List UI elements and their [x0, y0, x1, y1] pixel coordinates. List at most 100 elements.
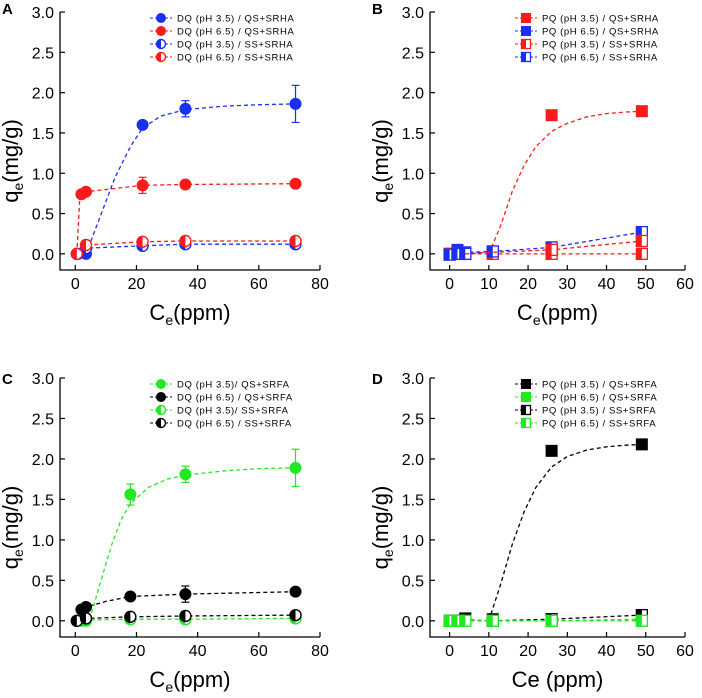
x-tick-label-b: 30 — [558, 276, 576, 293]
plot-area-a — [70, 84, 302, 261]
legend-a: DQ (pH 3.5) / QS+SRHA DQ (pH 6.5) / QS+SR… — [150, 13, 294, 64]
y-axis-title-unit-d: (mg/g) — [368, 486, 393, 550]
panel-a: A 0.00.51.01.52.02.53.00 20 40 60 80qe(mg/g)… — [0, 1, 329, 328]
data-point-d-3-1-half — [451, 615, 458, 627]
y-tick-label-a: 1.5 — [32, 126, 54, 143]
legend-marker-d-1 — [521, 392, 531, 402]
legend-marker-a-0 — [156, 13, 166, 23]
legend-marker-c-2-half — [156, 405, 161, 415]
y-tick-label-c: 3.0 — [32, 371, 54, 388]
data-point-d-0-2 — [545, 444, 558, 457]
plot-area-b — [443, 105, 648, 261]
y-axis-title-unit-c: (mg/g) — [0, 486, 23, 550]
x-tick-label-d: 30 — [558, 643, 576, 660]
y-tick-label-b: 3.0 — [402, 5, 424, 22]
legend-marker-c-0 — [156, 379, 166, 389]
y-axis-title-sub-c: e — [10, 549, 26, 557]
y-tick-label-d: 1.5 — [402, 492, 424, 509]
data-point-c-1-4 — [179, 588, 192, 601]
axes-b — [429, 12, 685, 271]
x-axis-title-main-a: C — [149, 300, 165, 325]
data-point-c-1-3 — [124, 590, 137, 603]
y-axis-title-b: qe(mg/g) — [368, 119, 396, 203]
fit-curve-b-0 — [488, 110, 642, 255]
y-tick-label-b: 2.5 — [402, 45, 424, 62]
legend-label-b-3: PQ (pH 6.5) / SS+SRHA — [542, 53, 658, 64]
legend-label-a-1: DQ (pH 6.5) / QS+SRHA — [177, 27, 294, 38]
data-point-d-3-0-half — [444, 615, 450, 627]
legend-marker-a-2-half — [156, 39, 161, 49]
legend-label-b-0: PQ (pH 3.5) / QS+SRHA — [542, 14, 659, 25]
x-tick-label-b: 50 — [637, 276, 655, 293]
panel-d: D 0.0 0.5 1.0 1.5 2.0 2.5 3.0 0 10 20 30 40 50 60 qe(m… — [368, 371, 694, 692]
y-tick-label-d: 0.0 — [402, 614, 424, 631]
data-point-d-3-4-half — [546, 615, 552, 627]
y-axis-title-a: qe(mg/g) — [0, 119, 26, 203]
legend-marker-d-2 — [520, 404, 532, 416]
x-tick-label-a: 0 — [71, 276, 80, 293]
y-tick-label-c: 1.0 — [32, 533, 54, 550]
data-point-d-3-5-half — [636, 615, 642, 627]
y-tick-label-c: 0.0 — [32, 614, 54, 631]
data-point-b-3-5-half — [636, 226, 642, 238]
x-axis-title-sub-a: e — [165, 312, 173, 328]
panel-label-b: B — [372, 1, 383, 18]
x-tick-label-d: 60 — [676, 643, 694, 660]
legend-b: PQ (pH 3.5) / QS+SRHA PQ (pH 6.5) / QS+SR… — [515, 13, 659, 64]
x-tick-label-c: 60 — [250, 643, 268, 660]
data-point-b-2-5-half — [636, 248, 642, 260]
legend-marker-a-2 — [155, 38, 167, 50]
legend-marker-d-3-half — [521, 418, 526, 428]
fit-curve-b-3 — [449, 231, 642, 256]
y-tick-label-b: 1.5 — [402, 126, 424, 143]
legend-marker-b-3-half — [521, 52, 526, 62]
y-axis-title-c: qe(mg/g) — [0, 486, 26, 570]
legend-marker-c-3 — [155, 417, 167, 429]
fit-curve-b-4 — [465, 240, 642, 255]
x-axis-title-main-b: C — [517, 300, 533, 325]
data-point-c-0-4 — [289, 461, 302, 474]
data-point-a-3-3-half — [179, 235, 186, 247]
data-point-d-3-2 — [459, 614, 472, 627]
y-tick-label-d: 1.0 — [402, 533, 424, 550]
data-point-a-1-5 — [289, 177, 302, 190]
data-point-b-3-2-half — [459, 248, 466, 260]
x-tick-label-b: 10 — [480, 276, 498, 293]
legend-marker-c-3-half — [156, 418, 161, 428]
panel-label-d: D — [372, 371, 383, 388]
x-axis-title-d: Ce (ppm) — [512, 667, 604, 692]
y-tick-label-b: 1.0 — [402, 166, 424, 183]
y-axis-title-sub-b: e — [380, 183, 396, 191]
x-tick-label-d: 50 — [637, 643, 655, 660]
x-tick-label-c: 80 — [311, 643, 329, 660]
data-point-c-3-2 — [124, 610, 137, 623]
data-point-c-0-3 — [179, 468, 192, 481]
legend-marker-b-1 — [521, 26, 531, 36]
legend-marker-a-3-half — [156, 52, 161, 62]
y-tick-label-a: 0.0 — [32, 247, 54, 264]
y-tick-label-b: 0.0 — [402, 247, 424, 264]
x-tick-label-d: 40 — [598, 643, 616, 660]
panel-c: C 0.00.51.01.52.02.53.00 20 40 60 80qe(mg/g)… — [0, 371, 329, 695]
legend-label-d-1: PQ (pH 6.5) / QS+SRFA — [542, 393, 657, 404]
legend-marker-c-1 — [156, 392, 166, 402]
fit-curve-a-1 — [76, 183, 296, 254]
data-point-a-3-4-half — [290, 235, 296, 247]
x-axis-title-main-c: C — [149, 667, 165, 692]
y-tick-label-c: 2.0 — [32, 452, 54, 469]
data-point-a-3-0 — [70, 247, 84, 261]
legend-marker-b-2 — [520, 38, 532, 50]
y-tick-label-a: 0.5 — [32, 207, 54, 224]
data-point-b-3-3 — [486, 245, 499, 258]
y-axis-title-main-d: q — [368, 557, 393, 569]
legend-marker-b-0 — [521, 13, 531, 23]
panel-label-c: C — [2, 371, 13, 388]
y-axis-title-d: qe(mg/g) — [368, 486, 396, 570]
y-tick-label-a: 2.5 — [32, 45, 54, 62]
legend-marker-a-1 — [156, 26, 166, 36]
y-axis-title-main-c: q — [0, 557, 23, 569]
data-point-d-3-5 — [635, 614, 648, 627]
x-axis-title-unit-b: (ppm) — [541, 300, 598, 325]
y-tick-label-d: 0.5 — [402, 573, 424, 590]
legend-marker-d-3 — [520, 417, 532, 429]
